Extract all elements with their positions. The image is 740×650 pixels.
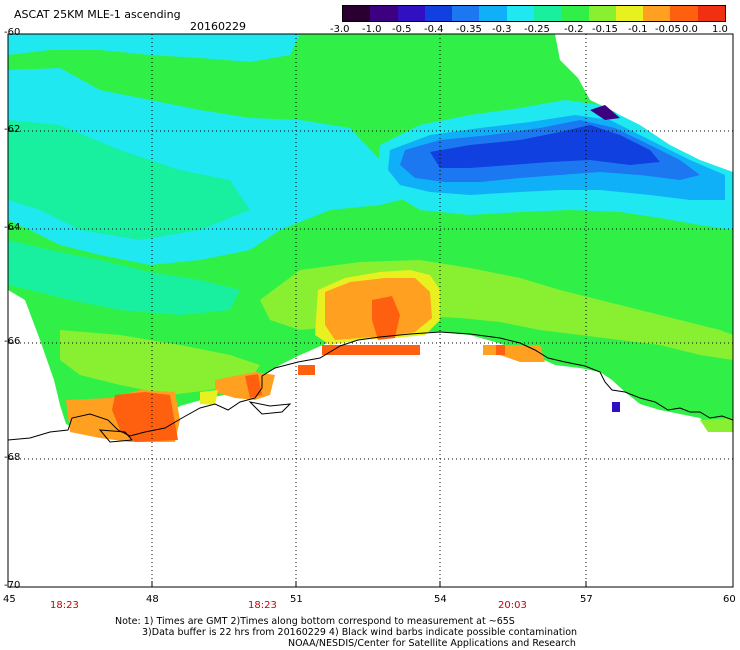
colorbar-swatch xyxy=(533,6,562,21)
colorbar-label: -0.15 xyxy=(592,24,618,35)
colorbar-swatch xyxy=(615,6,644,21)
colorbar-label: -0.3 xyxy=(492,24,512,35)
colorbar-swatch xyxy=(643,6,671,21)
lat-label: -60 xyxy=(4,27,21,38)
time-label: 20:03 xyxy=(498,600,527,611)
colorbar-label: -3.0 xyxy=(330,24,350,35)
lat-label: -66 xyxy=(4,336,21,347)
lat-label: -68 xyxy=(4,452,21,463)
colorbar-label: 1.0 xyxy=(712,24,728,35)
lat-label: -62 xyxy=(4,124,21,135)
lat-label: -70 xyxy=(4,580,21,591)
wind-field xyxy=(8,34,733,442)
lat-label: -64 xyxy=(4,222,21,233)
lon-label: 45 xyxy=(3,594,16,605)
map-frame xyxy=(7,33,734,588)
colorbar-label: -0.5 xyxy=(392,24,412,35)
product-title: ASCAT 25KM MLE-1 ascending xyxy=(14,8,181,21)
colorbar-label: -0.4 xyxy=(424,24,444,35)
colorbar-swatch xyxy=(670,6,698,21)
lon-label: 60 xyxy=(723,594,736,605)
colorbar-swatch xyxy=(506,6,534,21)
colorbar-label: -0.2 xyxy=(564,24,584,35)
colorbar-label: -0.35 xyxy=(456,24,482,35)
graticule xyxy=(8,34,733,587)
colorbar-swatch xyxy=(561,6,589,21)
colorbar-swatch xyxy=(397,6,425,21)
colorbar-label: -1.0 xyxy=(362,24,382,35)
colorbar-label: -0.1 xyxy=(628,24,648,35)
colorbar-label: -0.05 xyxy=(655,24,681,35)
colorbar-swatch xyxy=(424,6,453,21)
colorbar-swatch xyxy=(588,6,616,21)
colorbar-swatch xyxy=(697,6,725,21)
time-label: 18:23 xyxy=(248,600,277,611)
lon-label: 54 xyxy=(434,594,447,605)
colorbar-swatch xyxy=(343,6,371,21)
colorbar-labels: -3.0 -1.0 -0.5 -0.4 -0.35 -0.3 -0.25 -0.… xyxy=(330,24,735,38)
axis-ticks xyxy=(8,33,587,588)
colorbar-swatch xyxy=(452,6,480,21)
colorbar-swatch xyxy=(370,6,398,21)
note-line-2: 3)Data buffer is 22 hrs from 20160229 4)… xyxy=(142,627,578,638)
lon-label: 57 xyxy=(580,594,593,605)
note-line-3: NOAA/NESDIS/Center for Satellite Applica… xyxy=(288,638,576,649)
colorbar-label: 0.0 xyxy=(682,24,698,35)
product-date: 20160229 xyxy=(190,20,246,33)
note-line-1: Note: 1) Times are GMT 2)Times along bot… xyxy=(115,616,515,627)
colorbar-label: -0.25 xyxy=(524,24,550,35)
time-label: 18:23 xyxy=(50,600,79,611)
colorbar xyxy=(342,5,726,22)
lon-label: 51 xyxy=(290,594,303,605)
lon-label: 48 xyxy=(146,594,159,605)
coast-inlet xyxy=(98,429,134,443)
colorbar-swatch xyxy=(479,6,507,21)
coast-island xyxy=(248,401,292,415)
